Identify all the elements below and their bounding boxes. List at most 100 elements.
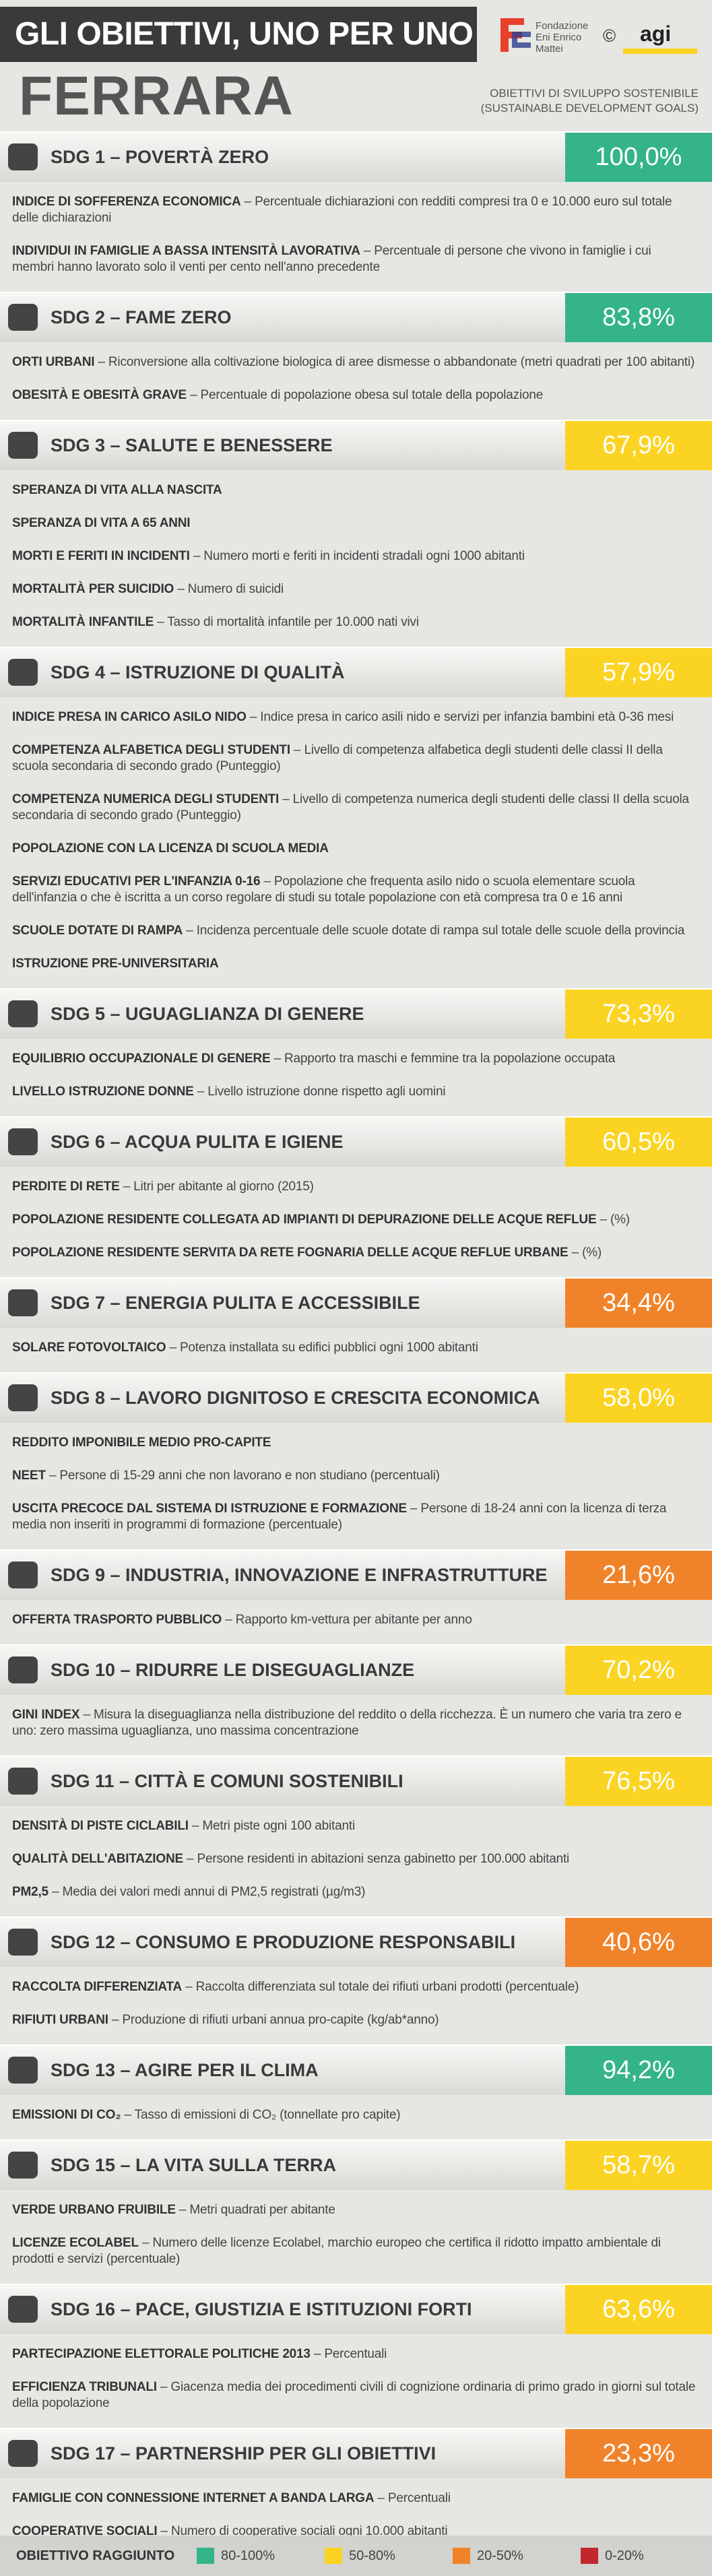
indicator-list: GINI INDEX – Misura la diseguaglianza ne… xyxy=(0,1695,712,1748)
legend-item: 80-100% xyxy=(197,2548,275,2564)
sdg-title: SDG 5 – UGUAGLIANZA DI GENERE xyxy=(51,1004,364,1024)
sdg-title: SDG 3 – SALUTE E BENESSERE xyxy=(51,435,333,455)
sdg-title: SDG 7 – ENERGIA PULITA E ACCESSIBILE xyxy=(51,1293,420,1313)
indicator-list: FAMIGLIE CON CONNESSIONE INTERNET A BAND… xyxy=(0,2478,712,2548)
sdg-icon xyxy=(8,1128,38,1155)
indicator-name: SOLARE FOTOVOLTAICO xyxy=(12,1341,166,1355)
indicator-list: PERDITE DI RETE – Litri per abitante al … xyxy=(0,1167,712,1270)
sdg-title: SDG 9 – INDUSTRIA, INNOVAZIONE E INFRAST… xyxy=(51,1565,548,1585)
sdg-header: SDG 8 – LAVORO DIGNITOSO E CRESCITA ECON… xyxy=(0,1372,712,1423)
indicator: DENSITÀ DI PISTE CICLABILI – Metri piste… xyxy=(12,1810,696,1843)
indicator-list: INDICE PRESA IN CARICO ASILO NIDO – Indi… xyxy=(0,697,712,981)
sdg-header: SDG 17 – PARTNERSHIP PER GLI OBIETTIVI 23… xyxy=(0,2428,712,2478)
sdg-score: 21,6% xyxy=(565,1551,712,1600)
indicator: COMPETENZA ALFABETICA DEGLI STUDENTI – L… xyxy=(12,734,696,783)
legend-label: 50-80% xyxy=(349,2548,395,2563)
indicator: MORTI E FERITI IN INCIDENTI – Numero mor… xyxy=(12,540,696,573)
sdg-icon xyxy=(8,1384,38,1411)
sdg-section: SDG 7 – ENERGIA PULITA E ACCESSIBILE 34,4… xyxy=(0,1277,712,1372)
sdg-score: 60,5% xyxy=(565,1118,712,1167)
indicator: SPERANZA DI VITA ALLA NASCITA xyxy=(12,474,696,507)
indicator-description: – (%) xyxy=(571,1246,602,1260)
indicator-name: USCITA PRECOCE DAL SISTEMA DI ISTRUZIONE… xyxy=(12,1502,407,1516)
sdg-section: SDG 10 – RIDURRE LE DISEGUAGLIANZE 70,2% G… xyxy=(0,1644,712,1756)
indicator: PM2,5 – Media dei valori medi annui di P… xyxy=(12,1876,696,1909)
sdg-icon xyxy=(8,1929,38,1956)
indicator-description: – Numero di cooperative sociali ogni 10.… xyxy=(160,2524,448,2538)
sdg-score: 67,9% xyxy=(565,421,712,470)
sdg-score: 63,6% xyxy=(565,2285,712,2334)
indicator: POPOLAZIONE RESIDENTE SERVITA DA RETE FO… xyxy=(12,1237,696,1270)
sdg-section: SDG 4 – ISTRUZIONE DI QUALITÀ 57,9% INDICE… xyxy=(0,647,712,988)
sdg-header: SDG 3 – SALUTE E BENESSERE 67,9% xyxy=(0,420,712,470)
indicator-description: – Persone di 15-29 anni che non lavorano… xyxy=(48,1469,440,1483)
indicator: POPOLAZIONE CON LA LICENZA DI SCUOLA MED… xyxy=(12,833,696,866)
indicator-description: – Media dei valori medi annui di PM2,5 r… xyxy=(52,1885,366,1899)
indicator-list: EMISSIONI DI CO₂ – Tasso di emissioni di… xyxy=(0,2095,712,2132)
sdg-score: 94,2% xyxy=(565,2046,712,2095)
indicator-name: QUALITÀ DELL'ABITAZIONE xyxy=(12,1852,183,1866)
sdg-header: SDG 11 – CITTÀ E COMUNI SOSTENIBILI 76,5% xyxy=(0,1756,712,1806)
sdg-title: SDG 4 – ISTRUZIONE DI QUALITÀ xyxy=(51,662,345,682)
indicator-description: – Percentuale dichiarazioni con redditi … xyxy=(12,195,672,225)
indicator: USCITA PRECOCE DAL SISTEMA DI ISTRUZIONE… xyxy=(12,1493,696,1542)
indicator-list: EQUILIBRIO OCCUPAZIONALE DI GENERE – Rap… xyxy=(0,1039,712,1109)
copyright: © xyxy=(603,26,616,46)
indicator: SPERANZA DI VITA A 65 ANNI xyxy=(12,507,696,540)
indicator-description: – Livello di competenza alfabetica degli… xyxy=(12,743,663,773)
sdg-header: SDG 7 – ENERGIA PULITA E ACCESSIBILE 34,4… xyxy=(0,1277,712,1328)
indicator-list: SPERANZA DI VITA ALLA NASCITA SPERANZA DI… xyxy=(0,470,712,639)
indicator-description: – Raccolta differenziata sul totale dei … xyxy=(185,1980,579,1994)
sdg-score: 76,5% xyxy=(565,1757,712,1806)
logos: Fondazione Eni Enrico Mattei © agi xyxy=(495,15,704,62)
sections: SDG 1 – POVERTÀ ZERO 100,0% INDICE DI SOFF… xyxy=(0,131,712,2556)
indicator-list: RACCOLTA DIFFERENZIATA – Raccolta differ… xyxy=(0,1967,712,2037)
sdg-icon xyxy=(8,1768,38,1795)
indicator-description: – (%) xyxy=(600,1213,630,1227)
feem-mark xyxy=(500,18,531,52)
indicator: MORTALITÀ INFANTILE – Tasso di mortalità… xyxy=(12,606,696,639)
indicator-name: RIFIUTI URBANI xyxy=(12,2013,108,2027)
indicator: RACCOLTA DIFFERENZIATA – Raccolta differ… xyxy=(12,1971,696,2004)
sdg-title: SDG 12 – CONSUMO E PRODUZIONE RESPONSABI… xyxy=(51,1932,516,1952)
legend-title: OBIETTIVO RAGGIUNTO xyxy=(16,2548,175,2563)
indicator-list: ORTI URBANI – Riconversione alla coltiva… xyxy=(0,342,712,412)
indicator: REDDITO IMPONIBILE MEDIO PRO-CAPITE xyxy=(12,1427,696,1460)
indicator-description: – Indice presa in carico asili nido e se… xyxy=(249,710,674,724)
indicator-description: – Metri quadrati per abitante xyxy=(179,2203,335,2217)
sdg-section: SDG 3 – SALUTE E BENESSERE 67,9% SPERANZA … xyxy=(0,420,712,647)
sdg-section: SDG 1 – POVERTÀ ZERO 100,0% INDICE DI SOFF… xyxy=(0,131,712,292)
sdg-score: 57,9% xyxy=(565,648,712,697)
header: GLI OBIETTIVI, UNO PER UNO FERRARA Fonda… xyxy=(0,0,712,131)
feem-logo: Fondazione Eni Enrico Mattei xyxy=(536,20,589,55)
indicator-description: – Numero delle licenze Ecolabel, marchio… xyxy=(12,2236,661,2266)
indicator: RIFIUTI URBANI – Produzione di rifiuti u… xyxy=(12,2004,696,2037)
legend-label: 0-20% xyxy=(605,2548,644,2563)
indicator-description: – Persone residenti in abitazioni senza … xyxy=(187,1852,570,1866)
sdg-section: SDG 9 – INDUSTRIA, INNOVAZIONE E INFRAST… xyxy=(0,1549,712,1644)
sdg-header: SDG 15 – LA VITA SULLA TERRA 58,7% xyxy=(0,2139,712,2190)
indicator-description: – Percentuali xyxy=(313,2347,387,2361)
sdg-score: 23,3% xyxy=(565,2429,712,2478)
indicator-description: – Persone di 18-24 anni con la licenza d… xyxy=(12,1502,667,1532)
indicator-list: REDDITO IMPONIBILE MEDIO PRO-CAPITE NEET … xyxy=(0,1423,712,1542)
indicator-name: POPOLAZIONE RESIDENTE COLLEGATA AD IMPIA… xyxy=(12,1213,597,1227)
indicator-name: REDDITO IMPONIBILE MEDIO PRO-CAPITE xyxy=(12,1436,271,1450)
indicator-name: PARTECIPAZIONE ELETTORALE POLITICHE 2013 xyxy=(12,2347,311,2361)
indicator: SOLARE FOTOVOLTAICO – Potenza installata… xyxy=(12,1332,696,1365)
sdg-title: SDG 11 – CITTÀ E COMUNI SOSTENIBILI xyxy=(51,1771,403,1791)
sdg-title: SDG 2 – FAME ZERO xyxy=(51,307,232,327)
indicator: QUALITÀ DELL'ABITAZIONE – Persone reside… xyxy=(12,1843,696,1876)
indicator-name: MORTALITÀ PER SUICIDIO xyxy=(12,582,174,596)
sdg-icon xyxy=(8,1656,38,1683)
sdg-section: SDG 8 – LAVORO DIGNITOSO E CRESCITA ECON… xyxy=(0,1372,712,1549)
indicator-list: SOLARE FOTOVOLTAICO – Potenza installata… xyxy=(0,1328,712,1365)
indicator-name: OFFERTA TRASPORTO PUBBLICO xyxy=(12,1613,222,1627)
indicator: MORTALITÀ PER SUICIDIO – Numero di suici… xyxy=(12,573,696,606)
indicator-list: OFFERTA TRASPORTO PUBBLICO – Rapporto km… xyxy=(0,1600,712,1637)
legend-item: 50-80% xyxy=(325,2548,395,2564)
sdg-title: SDG 6 – ACQUA PULITA E IGIENE xyxy=(51,1132,344,1152)
indicator-description: – Incidenza percentuale delle scuole dot… xyxy=(186,924,685,938)
indicator-name: ORTI URBANI xyxy=(12,355,95,369)
sdg-header: SDG 2 – FAME ZERO 83,8% xyxy=(0,292,712,342)
